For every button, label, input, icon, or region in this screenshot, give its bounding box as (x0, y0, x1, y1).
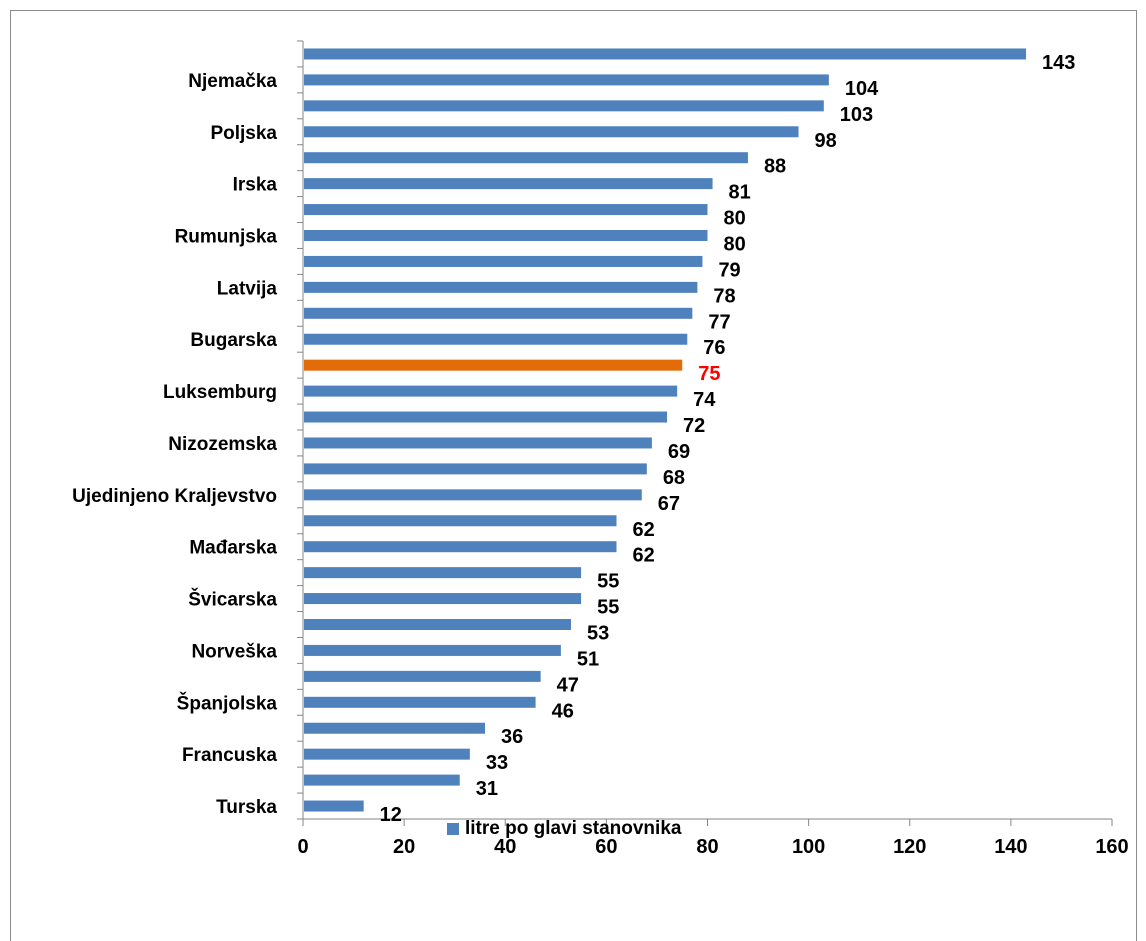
chart-frame (10, 10, 1137, 941)
bar (304, 281, 698, 293)
data-label: 46 (552, 700, 574, 722)
y-category-label: Irska (233, 175, 278, 196)
y-category-label: Norveška (191, 641, 277, 662)
y-category-label: Luksemburg (163, 382, 277, 403)
data-label: 103 (840, 104, 873, 126)
bar (304, 593, 582, 605)
y-category-label: Bugarska (190, 330, 277, 351)
bar (304, 619, 571, 630)
bar (304, 748, 470, 760)
bar (304, 359, 683, 371)
bar (304, 644, 561, 656)
data-label: 75 (698, 363, 720, 385)
data-label: 79 (718, 259, 740, 281)
data-label: 62 (632, 519, 654, 541)
x-tick-label: 120 (893, 836, 926, 858)
bar (304, 204, 708, 216)
bar (304, 100, 824, 112)
bar (304, 515, 617, 527)
data-label: 33 (486, 752, 508, 774)
bar (304, 437, 652, 449)
bar (304, 411, 668, 423)
data-label: 47 (557, 674, 579, 696)
data-label: 104 (845, 78, 879, 100)
bar (304, 385, 678, 397)
data-label: 68 (663, 467, 685, 489)
x-tick-label: 80 (696, 836, 718, 858)
y-category-label: Nizozemska (168, 434, 277, 455)
data-label: 55 (597, 571, 619, 593)
data-label: 78 (713, 285, 735, 307)
y-category-label: Ujedinjeno Kraljevstvo (72, 486, 277, 507)
data-label: 55 (597, 597, 619, 619)
y-category-label: Njemačka (188, 71, 277, 92)
data-label: 80 (724, 208, 746, 230)
x-tick-label: 20 (393, 836, 415, 858)
bar (304, 307, 693, 319)
x-tick-label: 100 (792, 836, 825, 858)
bar (304, 152, 748, 164)
legend-label: litre po glavi stanovnika (465, 818, 682, 839)
y-category-label: Poljska (210, 123, 277, 144)
bar (304, 541, 617, 553)
x-tick-label: 60 (595, 836, 617, 858)
bar (304, 722, 486, 734)
y-category-label: Španjolska (177, 692, 278, 714)
y-category-label: Francuska (182, 745, 277, 766)
bar (304, 463, 647, 475)
y-category-label: Švicarska (188, 589, 277, 611)
legend-swatch (447, 823, 459, 835)
bar (304, 178, 713, 190)
bar (304, 489, 642, 501)
bar (304, 126, 799, 138)
x-tick-label: 140 (994, 836, 1027, 858)
data-label: 67 (658, 493, 680, 515)
data-label: 76 (703, 337, 725, 359)
bar (304, 774, 460, 786)
data-label: 62 (632, 545, 654, 567)
data-label: 74 (693, 389, 716, 411)
data-label: 72 (683, 415, 705, 437)
data-label: 69 (668, 441, 690, 463)
bar (304, 696, 536, 708)
data-label: 80 (724, 234, 746, 256)
data-label: 81 (729, 182, 751, 204)
bar (304, 48, 1027, 60)
data-label: 12 (380, 804, 402, 826)
y-category-label: Mađarska (189, 538, 277, 559)
y-category-label: Turska (216, 797, 277, 818)
bar (304, 670, 541, 682)
data-label: 36 (501, 726, 523, 748)
x-tick-label: 0 (297, 836, 308, 858)
legend: litre po glavi stanovnika (447, 818, 681, 840)
y-category-label: Latvija (217, 278, 278, 299)
x-tick-label: 160 (1095, 836, 1128, 858)
data-label: 51 (577, 648, 599, 670)
data-label: 98 (815, 130, 837, 152)
data-label: 31 (476, 778, 498, 800)
bar (304, 800, 364, 812)
data-label: 143 (1042, 52, 1075, 74)
x-tick-label: 40 (494, 836, 516, 858)
bar (304, 333, 688, 345)
bar (304, 567, 582, 579)
data-label: 77 (708, 311, 730, 333)
y-category-label: Rumunjska (175, 227, 278, 248)
data-label: 88 (764, 156, 786, 178)
bar (304, 230, 708, 241)
bar (304, 74, 829, 86)
bar (304, 255, 703, 267)
data-label: 53 (587, 623, 609, 645)
